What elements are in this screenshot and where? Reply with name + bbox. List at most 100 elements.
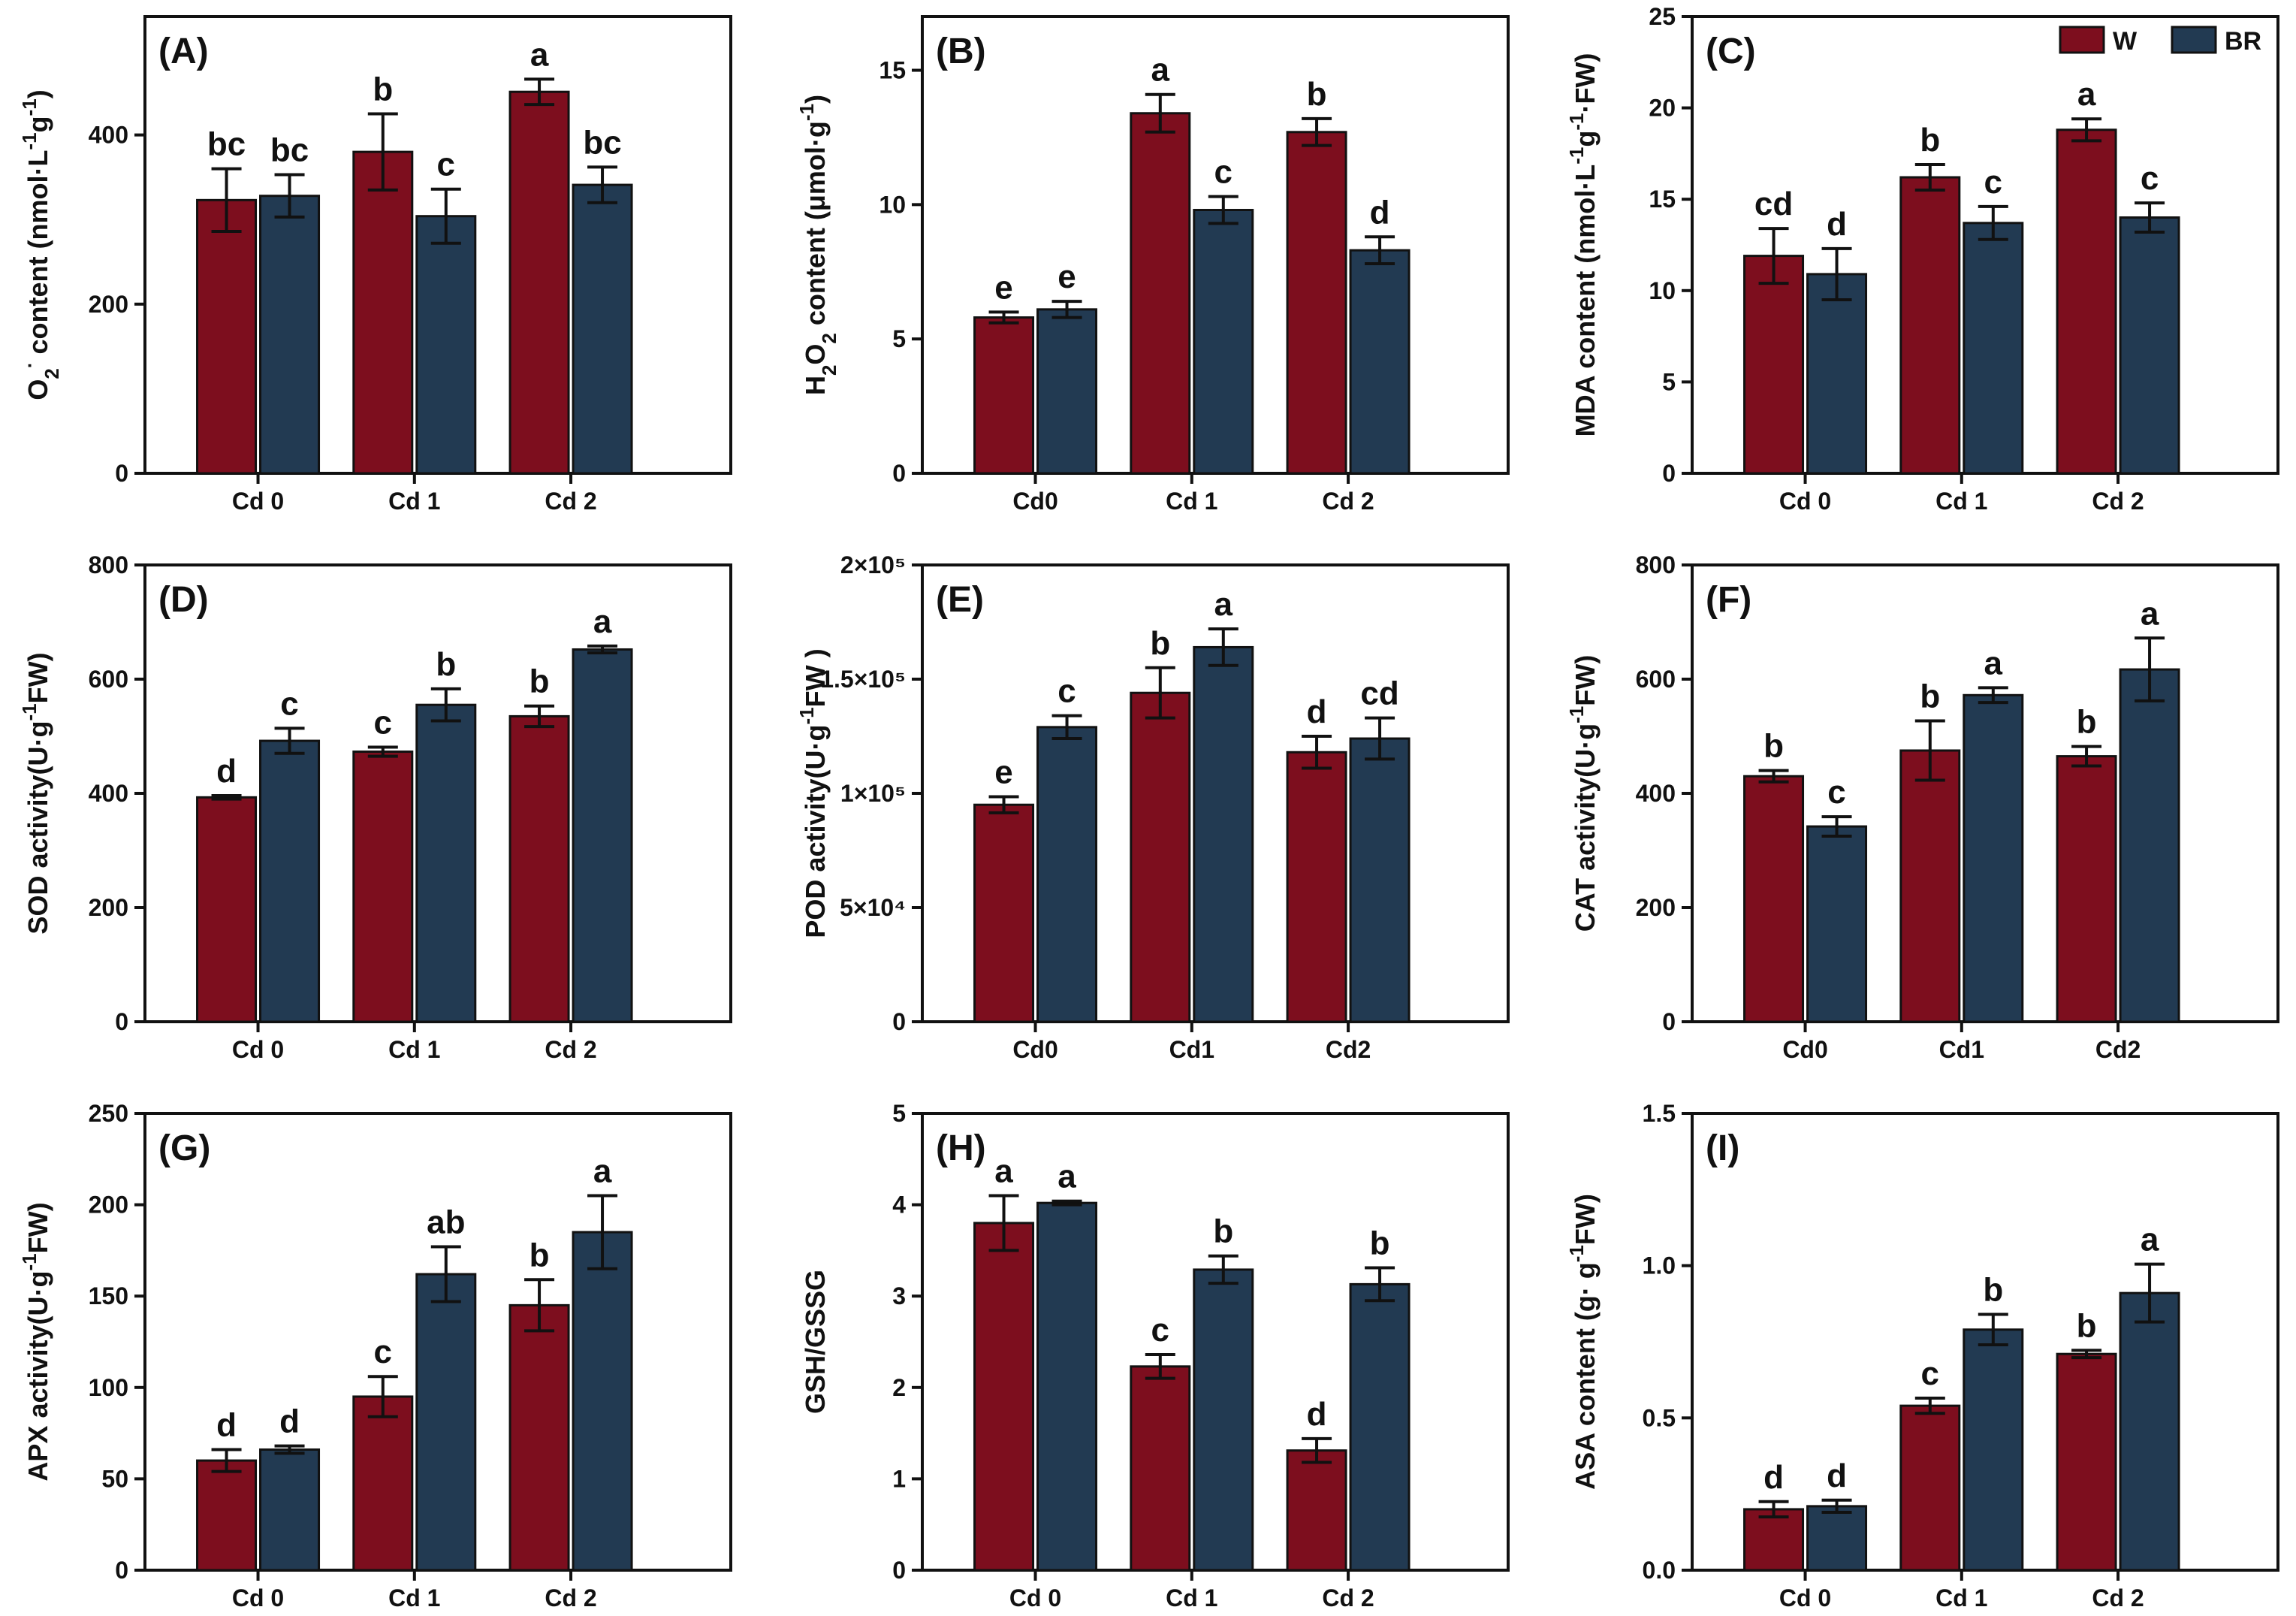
significance-letter: ab xyxy=(427,1204,465,1241)
panel-label: (H) xyxy=(936,1128,986,1168)
panel-label: (E) xyxy=(936,580,984,620)
y-axis-label-part: -1 xyxy=(18,703,41,720)
bar-w xyxy=(508,714,570,1023)
y-axis-label-part: ) xyxy=(800,95,831,104)
y-axis-label-part: ASA content (g· g xyxy=(1570,1262,1601,1490)
bar-w xyxy=(973,1222,1035,1572)
y-axis-label-part: O xyxy=(23,379,53,400)
significance-letter: a xyxy=(1151,52,1170,89)
y-axis-label: ASA content (g· g-1FW) xyxy=(1565,1194,1601,1490)
significance-letter: a xyxy=(593,603,612,640)
x-tick-label: Cd 2 xyxy=(2092,488,2144,515)
significance-letter: a xyxy=(1057,1158,1076,1195)
bar-br xyxy=(1193,1268,1254,1572)
significance-letter: b xyxy=(1920,122,1940,159)
y-tick-label: 250 xyxy=(89,1100,128,1127)
x-tick-label: Cd0 xyxy=(1782,1036,1827,1063)
y-tick-label: 0 xyxy=(892,1557,906,1584)
x-tick-label: Cd 1 xyxy=(1935,1584,1987,1611)
y-tick-label: 0 xyxy=(115,1557,128,1584)
panel-label: (C) xyxy=(1706,32,1756,71)
chart-panel: 0.0 0.5 1.0 1.5 Cd 0 Cd 1 Cd 2 d c b d b a (I) ASA con… xyxy=(1565,1100,2279,1611)
y-tick-label: 5×10⁴ xyxy=(840,894,906,921)
significance-letter: c xyxy=(1984,164,2002,201)
significance-letter: a xyxy=(994,1152,1013,1189)
significance-letter: a xyxy=(593,1152,612,1189)
bar-br xyxy=(259,739,321,1023)
y-axis-label-part: -1 xyxy=(795,104,818,121)
y-axis-label: POD activity(U·g-1FW ) xyxy=(795,648,831,938)
significance-letter: a xyxy=(1214,586,1233,623)
y-axis-label-part: g xyxy=(1570,131,1601,147)
significance-letter: e xyxy=(994,269,1012,306)
y-tick-label: 400 xyxy=(89,122,128,149)
x-tick-label: Cd2 xyxy=(2095,1036,2141,1063)
y-tick-label: 0 xyxy=(115,1008,128,1035)
y-tick-label: 200 xyxy=(1636,894,1676,921)
bar-br xyxy=(415,1273,477,1572)
y-tick-label: 5 xyxy=(892,1100,906,1127)
y-axis-label: H2O2 content (μmol·g-1) xyxy=(795,95,840,395)
bar-br xyxy=(572,648,633,1023)
y-tick-label: 150 xyxy=(89,1282,128,1309)
significance-letter: b xyxy=(1983,1272,2003,1309)
bar-w xyxy=(1899,1404,1961,1572)
y-axis-label-part: -1 xyxy=(1565,113,1588,131)
bar-w xyxy=(2056,128,2117,475)
y-axis-label-part: g xyxy=(23,116,53,132)
y-tick-label: 0 xyxy=(1662,460,1676,487)
bar-w xyxy=(1130,1365,1191,1572)
y-tick-label: 15 xyxy=(879,57,906,84)
panel-label: (B) xyxy=(936,32,986,71)
y-tick-label: 3 xyxy=(892,1282,906,1309)
y-tick-label: 2×10⁵ xyxy=(840,551,906,578)
x-tick-label: Cd 1 xyxy=(1935,488,1987,515)
significance-letter: d xyxy=(1370,194,1390,231)
bar-br xyxy=(572,183,633,475)
y-axis-label: SOD activity(U·g-1FW) xyxy=(18,652,53,934)
bar-br xyxy=(1349,1282,1410,1572)
y-axis-label-part: 2 xyxy=(41,368,63,379)
bar-br xyxy=(415,215,477,475)
y-axis-label-part: FW) xyxy=(1570,1194,1601,1245)
x-tick-label: Cd 2 xyxy=(545,488,596,515)
bar-br xyxy=(1036,1201,1098,1572)
y-axis-label-part: 2 xyxy=(818,333,840,343)
bar-br xyxy=(259,1448,321,1572)
bar-w xyxy=(973,316,1035,475)
bar-br xyxy=(2119,216,2180,475)
y-axis-label-part: ) xyxy=(23,89,53,98)
x-tick-label: Cd 2 xyxy=(545,1584,596,1611)
x-tick-label: Cd1 xyxy=(1169,1036,1214,1063)
bar-w xyxy=(196,1459,258,1572)
bar-br xyxy=(1963,693,2024,1023)
y-axis-label: MDA content (nmol·L-1g-1·FW) xyxy=(1565,53,1601,437)
bar-w xyxy=(1130,691,1191,1023)
bar-w xyxy=(352,150,414,475)
x-tick-label: Cd0 xyxy=(1012,488,1057,515)
y-tick-label: 50 xyxy=(101,1465,128,1492)
panel-label: (G) xyxy=(158,1128,210,1168)
bar-br xyxy=(1349,737,1410,1023)
significance-letter: d xyxy=(279,1403,300,1440)
y-tick-label: 0 xyxy=(115,460,128,487)
panel-label: (A) xyxy=(158,32,209,71)
y-axis-label-part: FW) xyxy=(23,652,53,703)
bar-w xyxy=(196,796,258,1023)
y-tick-label: 25 xyxy=(1649,3,1676,30)
chart-panel: 0 1 2 3 4 5 Cd 0 Cd 1 Cd 2 a c d a b b (H) GSH/GSSG xyxy=(800,1100,1510,1611)
y-tick-label: 5 xyxy=(892,325,906,352)
significance-letter: c xyxy=(437,146,455,183)
y-tick-label: 1×10⁵ xyxy=(840,780,906,807)
bar-w xyxy=(1130,112,1191,475)
x-tick-label: Cd 0 xyxy=(1009,1584,1061,1611)
bar-br xyxy=(1963,222,2024,475)
y-tick-label: 10 xyxy=(1649,277,1676,304)
significance-letter: d xyxy=(1763,1459,1784,1496)
y-axis-label-part: FW ) xyxy=(800,648,831,707)
x-tick-label: Cd 1 xyxy=(388,1584,440,1611)
bar-w xyxy=(2056,1352,2117,1572)
y-tick-label: 400 xyxy=(89,780,128,807)
bar-w xyxy=(1743,1508,1805,1572)
y-axis-label-part: -1 xyxy=(1565,147,1588,165)
